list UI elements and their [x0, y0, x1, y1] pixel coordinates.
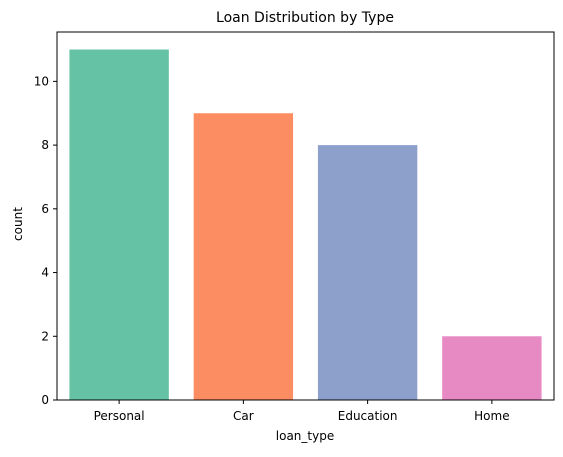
- bars-layer: [69, 49, 542, 401]
- chart-title: Loan Distribution by Type: [216, 10, 394, 26]
- y-tick-label: 6: [41, 202, 49, 216]
- plot-frame: [56, 31, 555, 401]
- y-tick-label: 10: [34, 74, 49, 88]
- y-axis-ticks: 0 2 4 6 8 10: [34, 74, 57, 407]
- x-tick-label: Car: [233, 409, 254, 423]
- x-tick-label: Education: [338, 409, 398, 423]
- y-tick-label: 4: [41, 266, 49, 280]
- bar-education: [317, 145, 418, 400]
- bar-personal: [69, 49, 169, 401]
- bar-car: [193, 113, 294, 400]
- x-tick-label: Personal: [94, 409, 145, 423]
- bar-home: [442, 336, 542, 400]
- y-tick-label: 8: [41, 138, 49, 152]
- y-tick-label: 0: [41, 393, 49, 407]
- x-tick-label: Home: [474, 409, 509, 423]
- axes-frame: [56, 31, 555, 401]
- y-tick-label: 2: [41, 329, 49, 343]
- x-axis-ticks: Personal Car Education Home: [94, 400, 510, 423]
- x-axis-label: loan_type: [276, 429, 334, 443]
- y-axis-label: count: [11, 207, 25, 241]
